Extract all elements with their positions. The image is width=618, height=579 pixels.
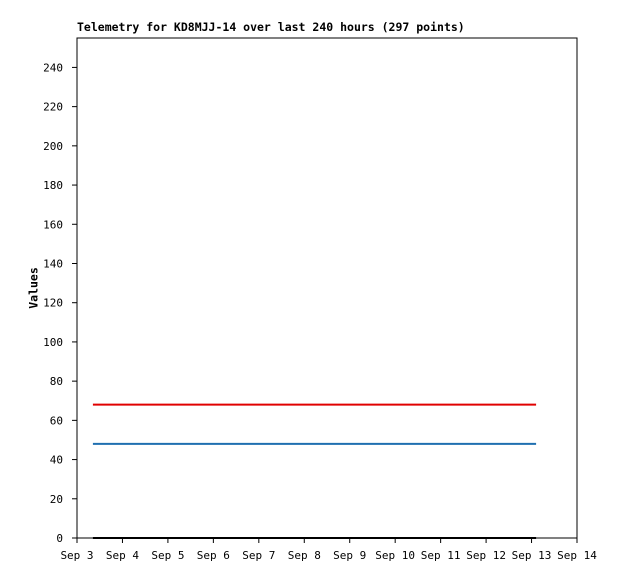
y-tick-label: 140 xyxy=(43,257,63,270)
x-tick-label: Sep 9 xyxy=(333,549,366,562)
y-tick-label: 220 xyxy=(43,101,63,114)
x-tick-label: Sep 3 xyxy=(60,549,93,562)
x-tick-label: Sep 5 xyxy=(151,549,184,562)
y-tick-label: 80 xyxy=(50,375,63,388)
x-tick-label: Sep 8 xyxy=(288,549,321,562)
x-tick-label: Sep 10 xyxy=(375,549,415,562)
y-tick-label: 20 xyxy=(50,493,63,506)
y-tick-label: 120 xyxy=(43,297,63,310)
x-tick-label: Sep 11 xyxy=(421,549,461,562)
y-tick-label: 0 xyxy=(56,532,63,545)
chart-title: Telemetry for KD8MJJ-14 over last 240 ho… xyxy=(77,20,465,34)
x-tick-label: Sep 4 xyxy=(106,549,139,562)
x-tick-label: Sep 13 xyxy=(512,549,552,562)
plot-frame xyxy=(76,37,578,539)
y-tick-label: 60 xyxy=(50,414,63,427)
y-tick-label: 160 xyxy=(43,218,63,231)
y-tick-label: 100 xyxy=(43,336,63,349)
y-tick-label: 180 xyxy=(43,179,63,192)
y-tick-label: 200 xyxy=(43,140,63,153)
x-tick-label: Sep 6 xyxy=(197,549,230,562)
y-tick-label: 40 xyxy=(50,454,63,467)
x-tick-label: Sep 7 xyxy=(242,549,275,562)
x-tick-label: Sep 14 xyxy=(557,549,597,562)
y-tick-label: 240 xyxy=(43,61,63,74)
x-tick-label: Sep 12 xyxy=(466,549,506,562)
y-axis-label: Values xyxy=(27,267,41,309)
